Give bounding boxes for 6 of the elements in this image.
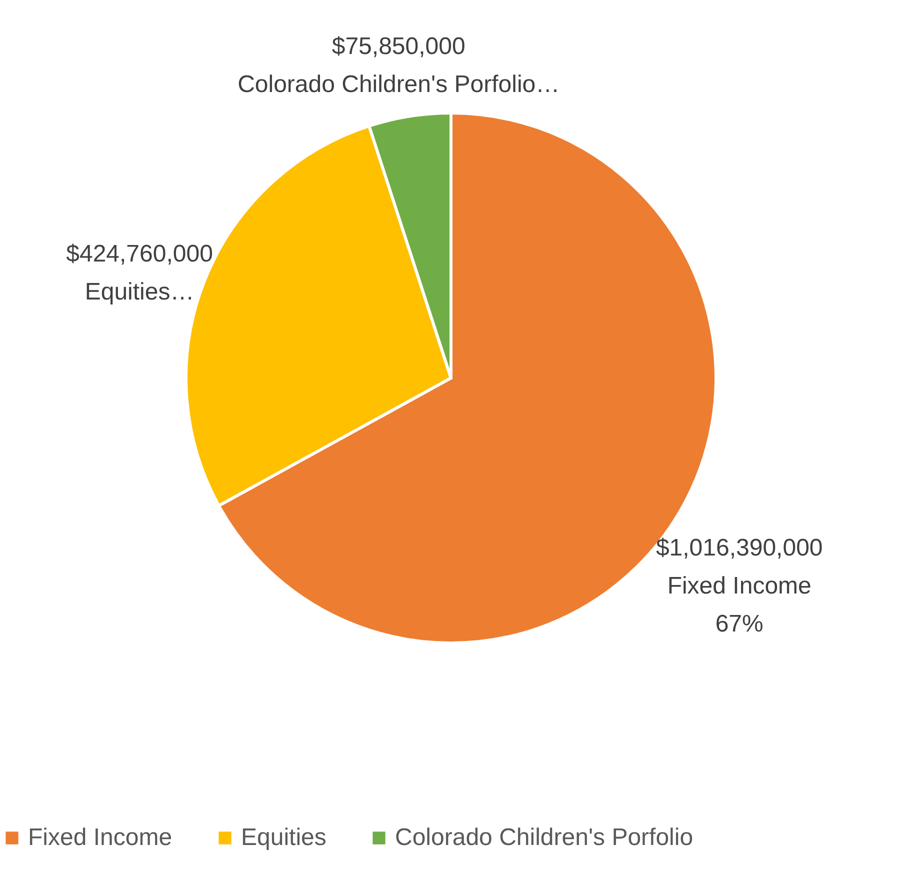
data-label: $1,016,390,000 Fixed Income 67% <box>656 534 823 638</box>
legend-label: Fixed Income <box>28 824 172 851</box>
legend-label: Colorado Children's Porfolio <box>395 824 694 851</box>
legend-label: Equities <box>241 824 326 851</box>
data-label: $75,850,000 Colorado Children's Porfolio… <box>238 33 560 98</box>
data-label: $424,760,000 Equities… <box>66 240 213 306</box>
